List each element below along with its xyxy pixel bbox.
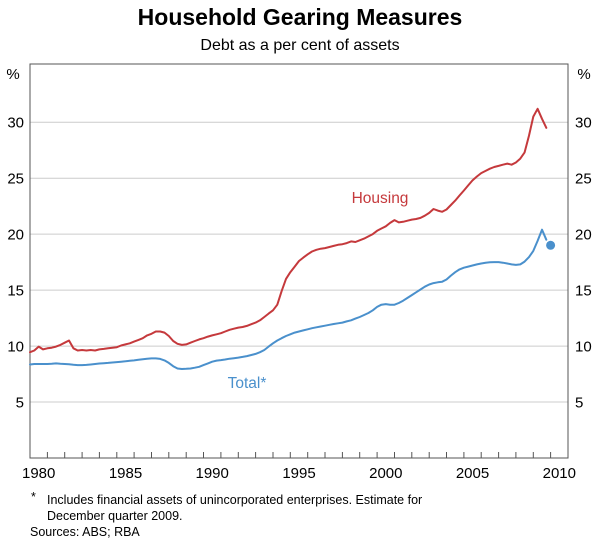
y-tick-label-left-15: 15 bbox=[7, 283, 24, 300]
estimate-dot bbox=[546, 240, 556, 250]
series-label-total: Total* bbox=[228, 375, 267, 392]
y-tick-label-right-10: 10 bbox=[575, 339, 592, 356]
chart-subtitle: Debt as a per cent of assets bbox=[200, 37, 399, 54]
y-axis-unit-right: % bbox=[577, 66, 590, 83]
series-group bbox=[29, 107, 556, 370]
footnote-line-2: December quarter 2009. bbox=[47, 509, 183, 523]
series-line-total bbox=[29, 228, 548, 370]
x-tick-label-2010: 2010 bbox=[543, 465, 576, 482]
footnote-marker: * bbox=[31, 490, 36, 504]
x-tick-label-1985: 1985 bbox=[109, 465, 142, 482]
sources-line: Sources: ABS; RBA bbox=[30, 525, 140, 539]
x-tick-label-1980: 1980 bbox=[22, 465, 55, 482]
plot-border bbox=[29, 63, 569, 459]
y-axis-unit-left: % bbox=[6, 66, 19, 83]
y-tick-label-right-15: 15 bbox=[575, 283, 592, 300]
x-tick-label-1995: 1995 bbox=[282, 465, 315, 482]
footnote-line-1: Includes financial assets of unincorpora… bbox=[47, 493, 422, 507]
series-line-housing bbox=[29, 107, 548, 354]
axes-group: 5 5 10 10 15 15 20 20 25 25 30 30 1980 1985 1990 1995 20… bbox=[7, 63, 592, 482]
y-tick-label-right-30: 30 bbox=[575, 115, 592, 132]
y-tick-label-left-10: 10 bbox=[7, 339, 24, 356]
y-tick-label-left-30: 30 bbox=[7, 115, 24, 132]
y-tick-label-left-20: 20 bbox=[7, 227, 24, 244]
y-tick-label-left-25: 25 bbox=[7, 171, 24, 188]
series-label-housing: Housing bbox=[352, 190, 409, 207]
y-tick-label-right-20: 20 bbox=[575, 227, 592, 244]
x-tick-label-2005: 2005 bbox=[456, 465, 489, 482]
y-tick-label-right-25: 25 bbox=[575, 171, 592, 188]
x-tick-label-1990: 1990 bbox=[196, 465, 229, 482]
y-tick-label-right-5: 5 bbox=[575, 395, 583, 412]
y-tick-label-left-5: 5 bbox=[16, 395, 24, 412]
page-title: Household Gearing Measures bbox=[138, 4, 463, 30]
x-tick-label-2000: 2000 bbox=[369, 465, 402, 482]
